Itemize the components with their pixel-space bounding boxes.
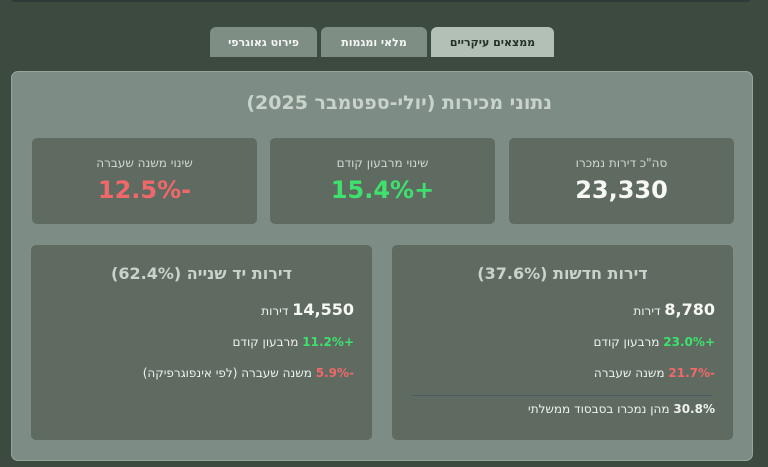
sales-panel: נתוני מכירות (יולי-ספטמבר 2025) סה"כ דיר… <box>11 71 753 461</box>
yoy-value: -5.9% <box>315 366 354 380</box>
stat-label: שינוי מרבעון קודם <box>336 156 429 170</box>
yoy-line: -21.7% משנה שעברה <box>594 366 715 380</box>
qoq-value: +11.2% <box>302 335 354 349</box>
yoy-label: משנה שעברה <box>593 366 665 380</box>
yoy-label: משנה שעברה (לפי אינפוגרפיקה) <box>142 366 312 380</box>
qoq-line: +11.2% מרבעון קודם <box>232 335 354 349</box>
qoq-label: מרבעון קודם <box>593 335 660 349</box>
qoq-label: מרבעון קודם <box>232 335 299 349</box>
subsidized-value: 30.8% <box>673 402 715 416</box>
tab-key-findings[interactable]: ממצאים עיקריים <box>431 27 554 57</box>
panel-title: נתוני מכירות (יולי-ספטמבר 2025) <box>246 92 552 114</box>
stat-label: סה"כ דירות נמכרו <box>575 156 668 170</box>
count-value: 8,780 <box>664 300 715 319</box>
stat-yoy-change: שינוי משנה שעברה -12.5% <box>32 138 257 224</box>
qoq-value: +23.0% <box>663 335 715 349</box>
count-line: 8,780 דירות <box>633 300 715 319</box>
used-apartments-card: דירות יד שנייה (62.4%) 14,550 דירות +11.… <box>31 245 372 440</box>
count-line: 14,550 דירות <box>261 300 354 319</box>
card-title: דירות יד שנייה (62.4%) <box>111 264 292 283</box>
subsidized-label: מהן נמכרו בסבסוד ממשלתי <box>528 402 670 416</box>
stat-total-sold: סה"כ דירות נמכרו 23,330 <box>509 138 734 224</box>
yoy-line: -5.9% משנה שעברה (לפי אינפוגרפיקה) <box>143 366 354 380</box>
stat-value: -12.5% <box>97 176 192 204</box>
tab-bar: פירוט גאוגרפי מלאי ומגמות ממצאים עיקריים <box>210 27 554 57</box>
yoy-value: -21.7% <box>668 366 715 380</box>
count-unit: דירות <box>633 304 661 318</box>
new-apartments-card: דירות חדשות (37.6%) 8,780 דירות +23.0% מ… <box>392 245 733 440</box>
card-title: דירות חדשות (37.6%) <box>477 264 648 283</box>
qoq-line: +23.0% מרבעון קודם <box>593 335 715 349</box>
count-value: 14,550 <box>292 300 354 319</box>
count-unit: דירות <box>261 304 289 318</box>
tab-geographic[interactable]: פירוט גאוגרפי <box>210 27 317 57</box>
stat-label: שינוי משנה שעברה <box>96 156 193 170</box>
subsidized-line: 30.8% מהן נמכרו בסבסוד ממשלתי <box>528 402 715 416</box>
top-edge <box>12 0 750 2</box>
stat-value: +15.4% <box>330 176 435 204</box>
divider <box>412 395 713 396</box>
tab-inventory-trends[interactable]: מלאי ומגמות <box>321 27 427 57</box>
stat-qoq-change: שינוי מרבעון קודם +15.4% <box>270 138 495 224</box>
stat-value: 23,330 <box>575 176 668 204</box>
